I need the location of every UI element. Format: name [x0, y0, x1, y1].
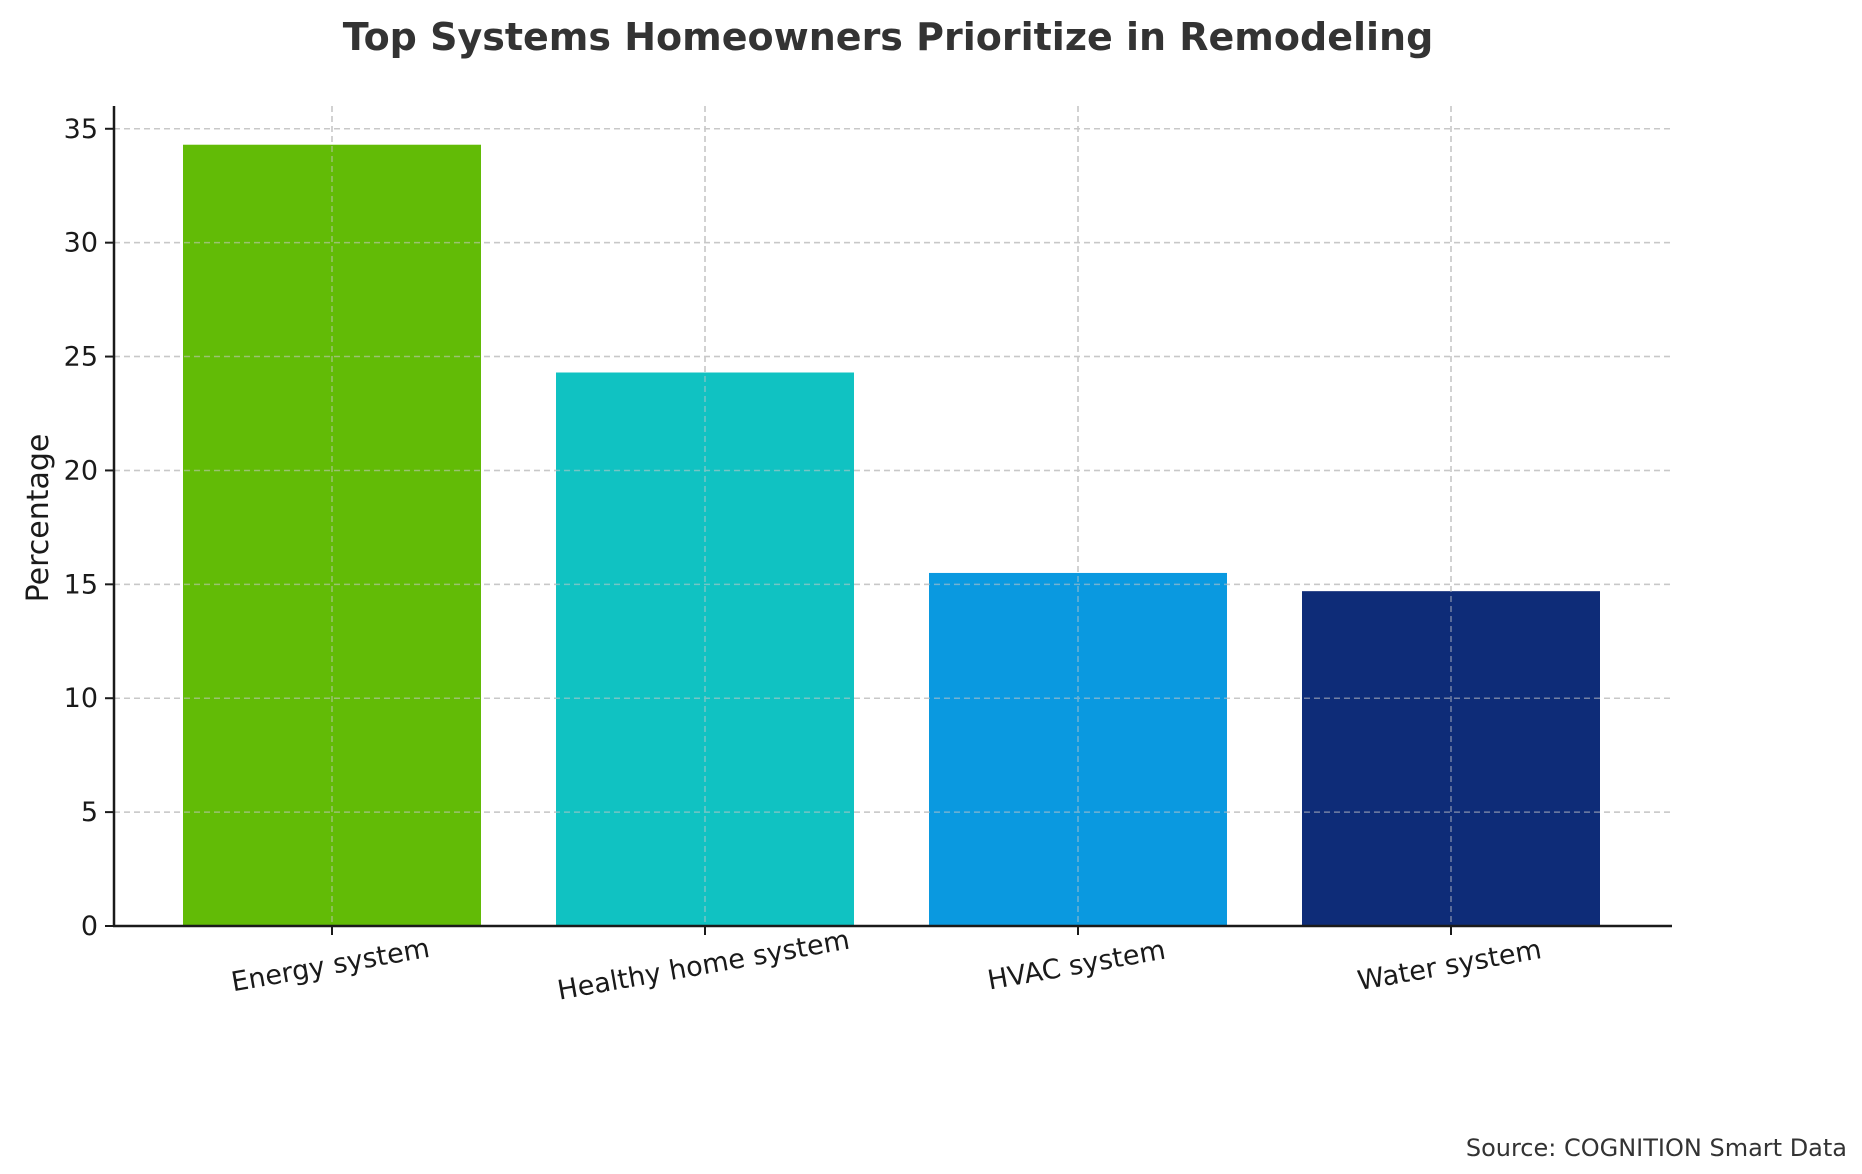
- source-note: Source: COGNITION Smart Data: [1466, 1134, 1847, 1162]
- y-tick-label: 0: [81, 911, 98, 942]
- y-tick-label: 10: [64, 683, 98, 714]
- x-tick-label: Healthy home system: [555, 925, 852, 1007]
- y-tick-label: 15: [64, 569, 98, 600]
- x-tick-label: Energy system: [229, 933, 432, 998]
- y-tick-label: 25: [64, 342, 98, 373]
- y-tick-label: 20: [64, 455, 98, 486]
- y-tick-label: 30: [64, 228, 98, 259]
- y-tick-label: 5: [81, 797, 98, 828]
- x-tick-label: HVAC system: [985, 935, 1168, 997]
- y-axis-label: Percentage: [21, 434, 56, 603]
- grid-overlay: [114, 106, 1672, 927]
- chart-title: Top Systems Homeowners Prioritize in Rem…: [343, 15, 1434, 59]
- bar-layer: [183, 144, 1600, 926]
- x-tick-label: Water system: [1355, 934, 1544, 997]
- y-tick-label: 35: [64, 114, 98, 145]
- bar-energy-system[interactable]: [183, 144, 481, 926]
